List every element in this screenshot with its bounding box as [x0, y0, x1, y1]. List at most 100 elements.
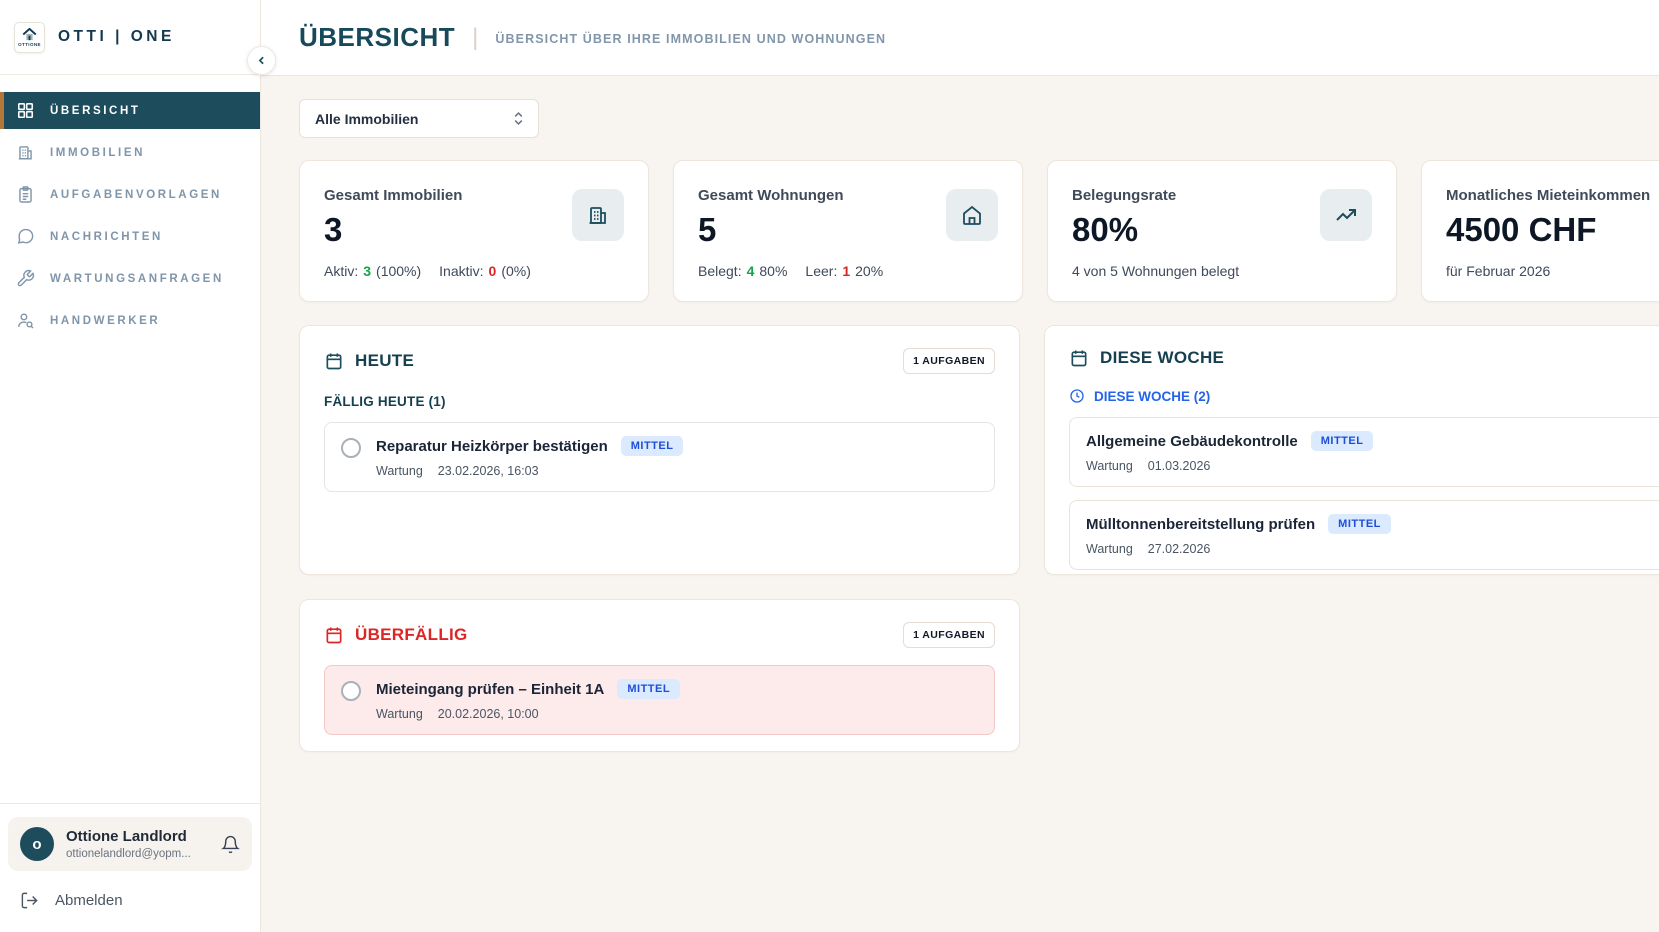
task-row-week[interactable]: Mülltonnenbereitstellung prüfen MITTEL W… — [1069, 500, 1659, 570]
clock-icon — [1070, 389, 1084, 403]
today-section-label: FÄLLIG HEUTE (1) — [324, 394, 446, 409]
app-logo: OTTIONE — [14, 21, 45, 53]
task-checkbox[interactable] — [341, 438, 361, 458]
task-meta: Wartung 01.03.2026 — [1086, 459, 1659, 473]
sidebar-item-uebersicht[interactable]: ÜBERSICHT — [0, 92, 260, 129]
up-down-chevrons-icon — [514, 112, 523, 125]
stat-sub-key: Aktiv: — [324, 263, 359, 279]
home-icon — [946, 189, 998, 241]
sidebar-item-handwerker[interactable]: HANDWERKER — [0, 302, 260, 339]
task-title: Allgemeine Gebäudekontrolle — [1086, 432, 1298, 450]
task-category: Wartung — [376, 707, 423, 721]
sidebar-item-label: AUFGABENVORLAGEN — [50, 188, 222, 201]
week-panel-header: DIESE WOCHE — [1069, 348, 1659, 368]
sidebar-item-aufgabenvorlagen[interactable]: AUFGABENVORLAGEN — [0, 176, 260, 213]
overdue-panel-title: ÜBERFÄLLIG — [355, 625, 468, 644]
task-category: Wartung — [1086, 459, 1133, 473]
priority-badge: MITTEL — [620, 436, 684, 456]
overdue-panel-header: ÜBERFÄLLIG 1 AUFGABEN — [324, 622, 995, 648]
clipboard-icon — [19, 186, 32, 203]
today-panel: HEUTE 1 AUFGABEN FÄLLIG HEUTE (1) Repara… — [299, 325, 1020, 575]
task-checkbox[interactable] — [341, 681, 361, 701]
overdue-panel: ÜBERFÄLLIG 1 AUFGABEN Mieteingang prüfen… — [299, 599, 1020, 752]
trend-up-icon — [1320, 189, 1372, 241]
priority-badge: MITTEL — [617, 679, 681, 699]
chat-bubble-icon — [17, 228, 34, 244]
stat-sub-value-negative: 0 — [488, 263, 497, 279]
logout-label: Abmelden — [55, 892, 123, 909]
sidebar-item-nachrichten[interactable]: NACHRICHTEN — [0, 218, 260, 255]
task-due: 23.02.2026, 16:03 — [437, 464, 539, 478]
sidebar-item-label: NACHRICHTEN — [50, 230, 163, 243]
page-subtitle: ÜBERSICHT ÜBER IHRE IMMOBILIEN UND WOHNU… — [495, 32, 887, 46]
sidebar-spacer — [0, 344, 260, 803]
chevron-left-icon — [258, 56, 264, 65]
bell-icon — [221, 835, 240, 853]
stat-sub-key: Inaktiv: — [439, 263, 484, 279]
sidebar-menu: ÜBERSICHT IMMOBILIEN AUFGABENVORLAGEN — [0, 75, 260, 344]
priority-badge: MITTEL — [1328, 514, 1391, 534]
stat-sub-key: Leer: — [805, 263, 838, 279]
sidebar-item-label: ÜBERSICHT — [50, 104, 141, 117]
logout-button[interactable]: Abmelden — [8, 871, 252, 910]
task-title: Mieteingang prüfen – Einheit 1A — [376, 680, 605, 698]
stat-value: 5 — [698, 211, 717, 248]
sidebar-item-immobilien[interactable]: IMMOBILIEN — [0, 134, 260, 171]
task-meta: Wartung 20.02.2026, 10:00 — [376, 707, 680, 721]
stat-sub: Aktiv: 3 (100%) Inaktiv: 0 (0%) — [324, 263, 624, 279]
property-filter-value: Alle Immobilien — [315, 110, 419, 127]
wrench-icon — [17, 269, 35, 287]
logout-icon — [21, 892, 38, 909]
stat-sub-value-negative: 1 — [842, 263, 851, 279]
stat-label: Gesamt Immobilien — [324, 187, 463, 204]
stat-value: 4500 CHF — [1446, 211, 1597, 248]
stat-card-wohnungen: Gesamt Wohnungen 5 Belegt: 4 80% Leer: 1… — [673, 160, 1023, 302]
task-category: Wartung — [376, 464, 423, 478]
week-panel: DIESE WOCHE DIESE WOCHE (2) Allgemeine G… — [1044, 325, 1659, 575]
task-content: Reparatur Heizkörper bestätigen MITTEL W… — [376, 436, 684, 478]
stat-card-mieteinkommen: Monatliches Mieteinkommen 4500 CHF für F… — [1421, 160, 1659, 302]
title-separator: | — [472, 23, 479, 51]
user-card[interactable]: o Ottione Landlord ottionelandlord@yopm.… — [8, 817, 252, 871]
stats-row: Gesamt Immobilien 3 Aktiv: 3 (100%) Inak… — [299, 160, 1659, 302]
sidebar-bottom: o Ottione Landlord ottionelandlord@yopm.… — [0, 803, 260, 932]
notifications-button[interactable] — [221, 835, 240, 854]
person-search-icon — [18, 313, 34, 329]
stat-label: Belegungsrate — [1072, 187, 1177, 204]
page-header: ÜBERSICHT | ÜBERSICHT ÜBER IHRE IMMOBILI… — [261, 0, 1659, 75]
task-category: Wartung — [1086, 542, 1133, 556]
stat-sub-value-positive: 3 — [363, 263, 372, 279]
stat-value: 3 — [324, 211, 343, 248]
page-title: ÜBERSICHT — [299, 22, 456, 52]
task-row-today[interactable]: Reparatur Heizkörper bestätigen MITTEL W… — [324, 422, 995, 492]
week-section-link[interactable]: DIESE WOCHE (2) — [1069, 388, 1659, 404]
task-row-week[interactable]: Allgemeine Gebäudekontrolle MITTEL Wartu… — [1069, 417, 1659, 487]
calendar-icon — [326, 353, 342, 370]
main-area: ÜBERSICHT | ÜBERSICHT ÜBER IHRE IMMOBILI… — [261, 0, 1659, 932]
sidebar-item-wartungsanfragen[interactable]: WARTUNGSANFRAGEN — [0, 260, 260, 297]
logo-text: OTTIONE — [18, 41, 41, 47]
task-meta: Wartung 27.02.2026 — [1086, 542, 1659, 556]
building-icon — [18, 146, 32, 160]
house-logo-icon — [22, 27, 37, 40]
dashboard-grid-icon — [17, 102, 34, 119]
logo-row: OTTIONE OTTI | ONE — [0, 0, 260, 75]
stat-label: Gesamt Wohnungen — [698, 187, 844, 204]
brand-name: OTTI | ONE — [58, 28, 175, 45]
stat-label: Monatliches Mieteinkommen — [1446, 187, 1651, 204]
sidebar-item-label: IMMOBILIEN — [50, 146, 145, 159]
task-meta: Wartung 23.02.2026, 16:03 — [376, 464, 683, 478]
stat-sub-pct: (100%) — [376, 263, 422, 279]
stat-sub-pct: (0%) — [501, 263, 531, 279]
property-filter-select[interactable]: Alle Immobilien — [299, 99, 539, 138]
task-row-overdue[interactable]: Mieteingang prüfen – Einheit 1A MITTEL W… — [324, 665, 995, 735]
stat-sub: Belegt: 4 80% Leer: 1 20% — [698, 263, 998, 279]
task-due: 27.02.2026 — [1147, 542, 1211, 556]
stat-sub-key: Belegt: — [698, 263, 742, 279]
sidebar-collapse-button[interactable] — [247, 46, 276, 75]
stat-card-belegungsrate: Belegungsrate 80% 4 von 5 Wohnungen bele… — [1047, 160, 1397, 302]
today-panel-title: HEUTE — [355, 351, 415, 370]
stat-sub-value-positive: 4 — [746, 263, 755, 279]
stat-value: 80% — [1072, 211, 1139, 248]
